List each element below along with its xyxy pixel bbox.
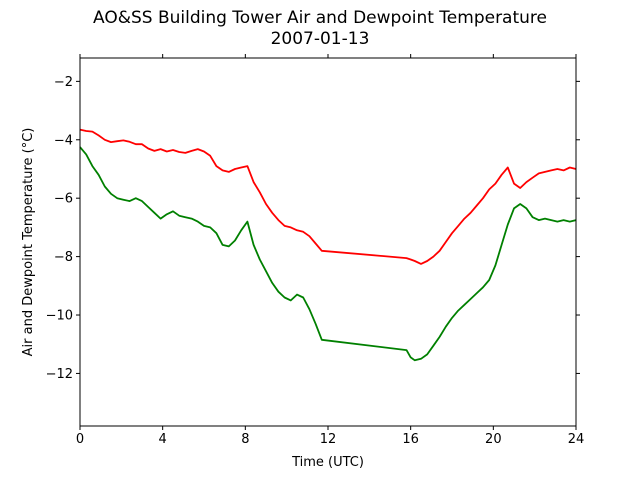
x-tick-label: 12 [320,432,337,447]
x-tick-label: 16 [402,432,419,447]
y-tick-label: −12 [46,367,73,382]
y-tick-label: −10 [46,309,73,324]
x-axis-label: Time (UTC) [291,455,364,470]
series-line-0 [79,128,577,265]
y-tick-label: −4 [54,133,73,148]
x-tick-label: 8 [241,432,249,447]
x-tick-label: 0 [76,432,84,447]
chart-subtitle: 2007-01-13 [270,29,370,49]
chart-title: AO&SS Building Tower Air and Dewpoint Te… [92,8,547,28]
x-tick-label: 20 [485,432,502,447]
x-tick-label: 24 [568,432,585,447]
y-tick-label: −2 [54,75,73,90]
x-tick-label: 4 [159,432,167,447]
y-tick-label: −6 [54,192,73,207]
series-line-1 [79,146,577,362]
y-tick-label: −8 [54,250,73,265]
series-layer [79,128,577,362]
axis-ticks: 0 4 8 12 16 20 24 −2 −4 −6 −8 −10 −12 [46,54,585,447]
y-axis-label: Air and Dewpoint Temperature (°C) [21,128,36,357]
